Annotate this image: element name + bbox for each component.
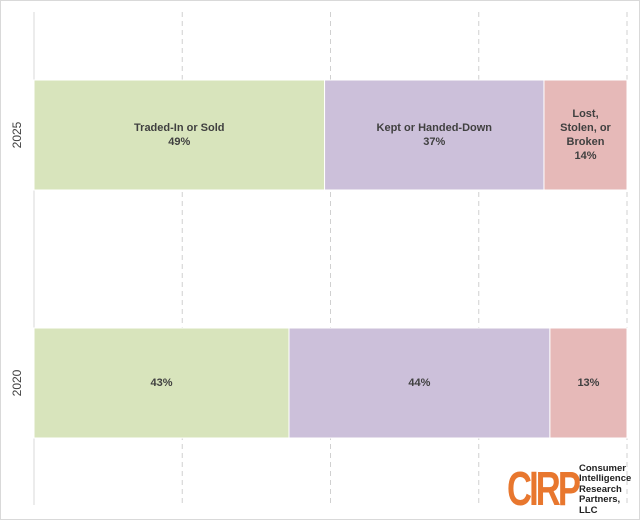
data-label: 13% (577, 377, 599, 389)
logo-line-4: Partners, LLC (579, 494, 621, 516)
logo-line-1: Consumer (579, 462, 626, 474)
bar-segment (549, 327, 628, 439)
bar-segment (543, 79, 628, 191)
bars: Traded-In or Sold 49% Kept or Handed-Down 3… (33, 79, 628, 439)
cirp-logo: CIRP Consumer Intelligence Research Part… (507, 462, 637, 517)
data-label: 44% (408, 377, 430, 389)
data-label: Lost, Stolen, or Broken 14% (560, 108, 611, 162)
bar-segment (33, 79, 326, 191)
bar-segment (324, 79, 545, 191)
category-label: 2020 (10, 369, 24, 396)
cirp-logo-mark: CIRP (507, 463, 581, 516)
bar-segment (288, 327, 551, 439)
bar-segment (33, 327, 290, 439)
data-label: Kept or Handed-Down 37% (377, 122, 493, 148)
category-labels: 2025 2020 (10, 121, 24, 396)
cirp-logo-text: Consumer Intelligence Research Partners,… (579, 462, 637, 517)
category-label: 2025 (10, 121, 24, 148)
data-label: 43% (150, 377, 172, 389)
logo-line-3: Research (579, 483, 622, 495)
logo-line-2: Intelligence (579, 473, 632, 485)
data-label: Traded-In or Sold 49% (134, 122, 224, 148)
